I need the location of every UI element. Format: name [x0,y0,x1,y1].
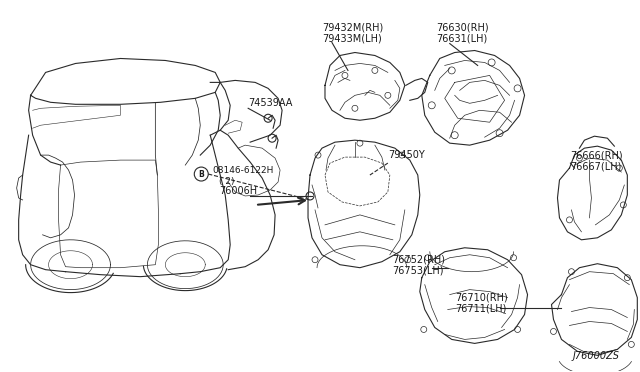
Text: 76666(RH): 76666(RH) [570,150,623,160]
Text: 76710(RH): 76710(RH) [454,292,508,302]
Text: 76711(LH): 76711(LH) [454,304,506,314]
Text: 08146-6122H: 08146-6122H [212,166,274,174]
Text: ( 2): ( 2) [220,177,235,186]
Text: 74539AA: 74539AA [248,98,292,108]
Text: 79432M(RH): 79432M(RH) [322,23,383,33]
Text: 76006H: 76006H [220,186,257,196]
Text: 76631(LH): 76631(LH) [436,33,487,44]
Text: 76752(RH): 76752(RH) [392,255,445,265]
Text: 76753(LH): 76753(LH) [392,266,444,276]
Text: 79433M(LH): 79433M(LH) [322,33,381,44]
Text: J76000ZS: J76000ZS [572,351,620,361]
Text: B: B [198,170,204,179]
Text: 79450Y: 79450Y [388,150,424,160]
Text: 76630(RH): 76630(RH) [436,23,488,33]
Text: 76667(LH): 76667(LH) [570,161,622,171]
